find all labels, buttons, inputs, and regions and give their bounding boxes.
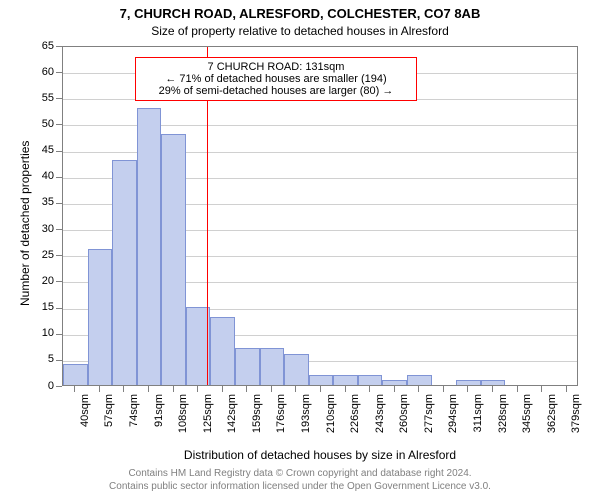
y-tick xyxy=(56,308,62,309)
x-tick-label: 226sqm xyxy=(350,394,361,449)
histogram-bar xyxy=(137,108,162,385)
y-tick xyxy=(56,72,62,73)
x-tick-label: 328sqm xyxy=(498,394,509,449)
x-tick xyxy=(369,386,370,392)
annotation-line: ← 71% of detached houses are smaller (19… xyxy=(142,73,410,85)
y-tick-label: 20 xyxy=(24,276,54,287)
y-tick xyxy=(56,177,62,178)
x-tick-label: 125sqm xyxy=(203,394,214,449)
x-tick xyxy=(492,386,493,392)
y-tick-label: 5 xyxy=(24,354,54,365)
x-tick-label: 260sqm xyxy=(399,394,410,449)
annotation-line: 7 CHURCH ROAD: 131sqm xyxy=(142,61,410,73)
y-tick xyxy=(56,203,62,204)
y-tick-label: 50 xyxy=(24,119,54,130)
x-tick-label: 362sqm xyxy=(547,394,558,449)
x-tick xyxy=(271,386,272,392)
chart-plot-area: 7 CHURCH ROAD: 131sqm← 71% of detached h… xyxy=(62,46,578,386)
histogram-bar xyxy=(235,348,260,385)
y-tick xyxy=(56,124,62,125)
x-tick-label: 159sqm xyxy=(252,394,263,449)
histogram-bar xyxy=(309,375,334,385)
x-tick xyxy=(517,386,518,392)
x-tick-label: 345sqm xyxy=(522,394,533,449)
histogram-bar xyxy=(260,348,285,385)
attribution-line-1: Contains HM Land Registry data © Crown c… xyxy=(128,468,471,479)
x-tick xyxy=(345,386,346,392)
x-tick-label: 193sqm xyxy=(301,394,312,449)
y-tick-label: 45 xyxy=(24,145,54,156)
y-tick xyxy=(56,360,62,361)
histogram-bar xyxy=(112,160,137,385)
histogram-bar xyxy=(382,380,407,385)
histogram-bar xyxy=(88,249,113,385)
x-tick-label: 176sqm xyxy=(276,394,287,449)
histogram-bar xyxy=(63,364,88,385)
attribution-line-2: Contains public sector information licen… xyxy=(109,481,491,492)
x-tick xyxy=(222,386,223,392)
y-tick-label: 15 xyxy=(24,302,54,313)
y-tick xyxy=(56,229,62,230)
x-tick-label: 108sqm xyxy=(178,394,189,449)
x-tick-label: 40sqm xyxy=(80,394,91,449)
x-tick xyxy=(541,386,542,392)
x-tick xyxy=(74,386,75,392)
y-tick-label: 30 xyxy=(24,224,54,235)
y-tick-label: 35 xyxy=(24,197,54,208)
x-tick-label: 142sqm xyxy=(227,394,238,449)
x-tick xyxy=(320,386,321,392)
y-tick-label: 25 xyxy=(24,250,54,261)
histogram-bar xyxy=(333,375,358,385)
x-tick-label: 74sqm xyxy=(129,394,140,449)
y-tick-label: 65 xyxy=(24,41,54,52)
y-tick xyxy=(56,98,62,99)
y-tick xyxy=(56,46,62,47)
histogram-bar xyxy=(407,375,432,385)
y-tick xyxy=(56,255,62,256)
x-tick xyxy=(295,386,296,392)
x-tick xyxy=(148,386,149,392)
x-tick xyxy=(443,386,444,392)
histogram-bar xyxy=(358,375,383,385)
x-tick-label: 311sqm xyxy=(473,394,484,449)
page-title: 7, CHURCH ROAD, ALRESFORD, COLCHESTER, C… xyxy=(0,6,600,21)
x-tick-label: 243sqm xyxy=(375,394,386,449)
x-tick-label: 294sqm xyxy=(448,394,459,449)
y-tick-label: 40 xyxy=(24,171,54,182)
y-tick-label: 55 xyxy=(24,93,54,104)
page-subtitle: Size of property relative to detached ho… xyxy=(0,24,600,38)
histogram-bar xyxy=(210,317,235,385)
annotation-line: 29% of semi-detached houses are larger (… xyxy=(142,85,410,97)
x-tick-label: 91sqm xyxy=(154,394,165,449)
x-tick xyxy=(418,386,419,392)
x-tick xyxy=(99,386,100,392)
y-tick-label: 10 xyxy=(24,328,54,339)
annotation-box: 7 CHURCH ROAD: 131sqm← 71% of detached h… xyxy=(135,57,417,101)
x-tick xyxy=(173,386,174,392)
x-tick-label: 277sqm xyxy=(424,394,435,449)
x-axis-title: Distribution of detached houses by size … xyxy=(62,448,578,462)
x-tick-label: 379sqm xyxy=(571,394,582,449)
histogram-bar xyxy=(481,380,506,385)
attribution-text: Contains HM Land Registry data © Crown c… xyxy=(0,468,600,493)
x-tick xyxy=(467,386,468,392)
x-tick-label: 57sqm xyxy=(104,394,115,449)
y-tick-label: 0 xyxy=(24,381,54,392)
x-tick xyxy=(394,386,395,392)
y-tick xyxy=(56,281,62,282)
x-tick xyxy=(566,386,567,392)
x-tick xyxy=(246,386,247,392)
histogram-bar xyxy=(161,134,186,385)
x-tick-label: 210sqm xyxy=(326,394,337,449)
figure: { "title_main": "7, CHURCH ROAD, ALRESFO… xyxy=(0,0,600,500)
x-tick xyxy=(123,386,124,392)
y-tick-label: 60 xyxy=(24,67,54,78)
histogram-bar xyxy=(456,380,481,385)
y-tick xyxy=(56,334,62,335)
x-tick xyxy=(197,386,198,392)
histogram-bar xyxy=(284,354,309,385)
y-tick xyxy=(56,386,62,387)
y-tick xyxy=(56,151,62,152)
